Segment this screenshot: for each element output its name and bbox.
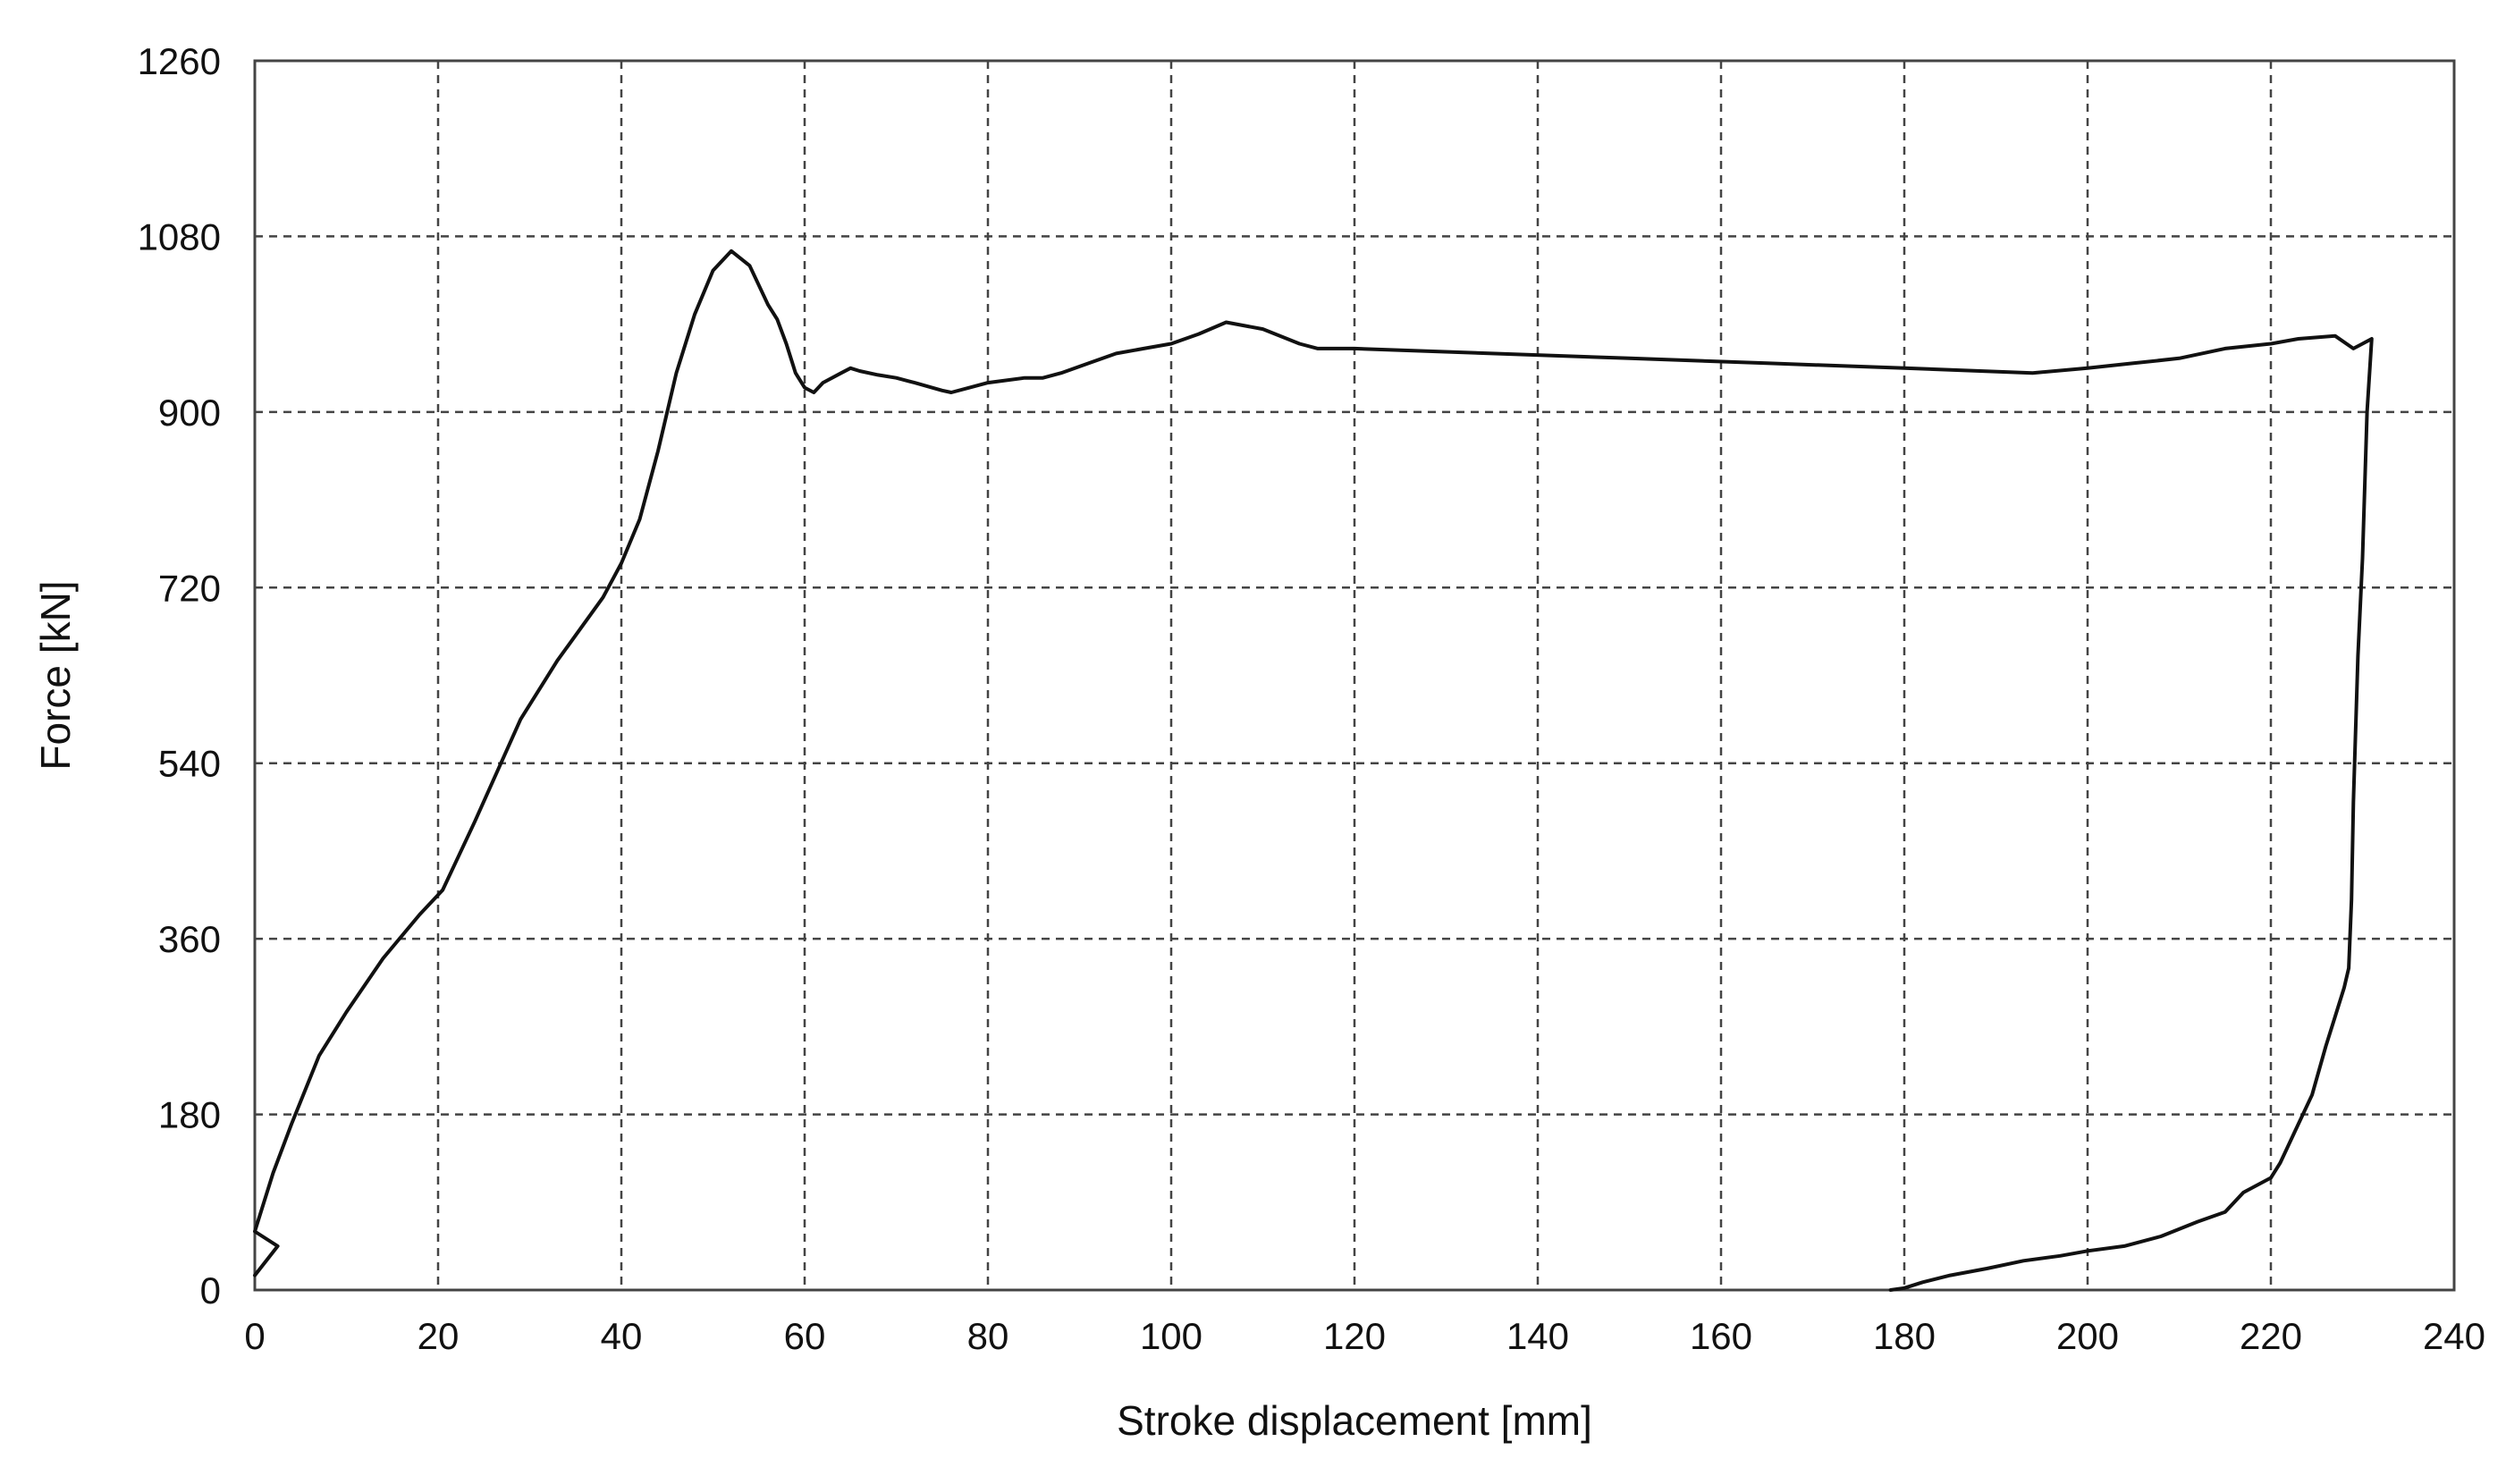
y-tick-label: 0 bbox=[200, 1269, 221, 1311]
x-tick-label: 240 bbox=[2423, 1315, 2485, 1357]
x-tick-label: 200 bbox=[2056, 1315, 2119, 1357]
plot-frame bbox=[253, 59, 2456, 1292]
y-tick-labels: 0 180 360 540 720 900 1080 1260 bbox=[138, 40, 221, 1311]
x-tick-label: 80 bbox=[967, 1315, 1009, 1357]
y-axis-title: Force [kN] bbox=[32, 580, 79, 770]
series-line bbox=[253, 249, 2374, 1292]
y-tick-label: 540 bbox=[158, 743, 221, 785]
x-tick-label: 180 bbox=[1873, 1315, 1936, 1357]
y-tick-label: 900 bbox=[158, 392, 221, 434]
y-tick-label: 1080 bbox=[138, 215, 221, 257]
x-tick-label: 0 bbox=[244, 1315, 265, 1357]
y-tick-label: 1260 bbox=[138, 40, 221, 82]
x-tick-label: 140 bbox=[1506, 1315, 1569, 1357]
x-tick-label: 60 bbox=[784, 1315, 826, 1357]
series-layer bbox=[253, 249, 2374, 1292]
x-tick-label: 20 bbox=[418, 1315, 460, 1357]
x-tick-labels: 0 20 40 60 80 100 120 140 160 180 200 220 240 bbox=[244, 1315, 2485, 1357]
y-tick-label: 360 bbox=[158, 918, 221, 960]
y-tick-label: 180 bbox=[158, 1094, 221, 1136]
x-axis-title: Stroke displacement [mm] bbox=[1117, 1397, 1592, 1444]
x-tick-label: 220 bbox=[2240, 1315, 2302, 1357]
x-tick-label: 120 bbox=[1323, 1315, 1386, 1357]
y-tick-label: 720 bbox=[158, 567, 221, 609]
x-tick-label: 40 bbox=[601, 1315, 643, 1357]
x-tick-label: 160 bbox=[1690, 1315, 1752, 1357]
x-tick-label: 100 bbox=[1140, 1315, 1202, 1357]
grid-lines bbox=[255, 61, 2454, 1290]
